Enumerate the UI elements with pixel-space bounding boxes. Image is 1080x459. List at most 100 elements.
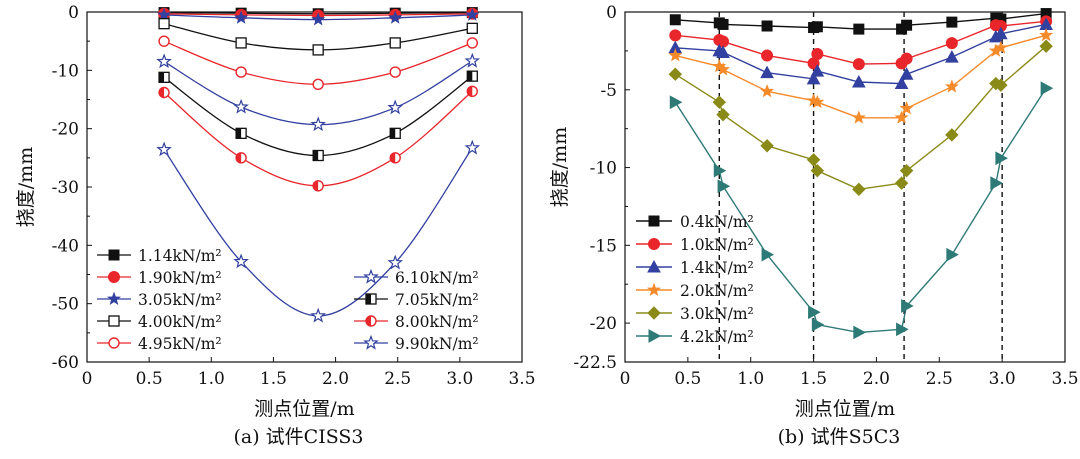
legend-item: 3.05kN/m²: [97, 291, 222, 309]
data-point: [811, 21, 823, 33]
data-point: [811, 48, 824, 60]
data-point: [389, 127, 401, 139]
data-point: [235, 127, 247, 139]
x-tick-label: 1.0: [737, 369, 764, 389]
legend-marker-fill: [366, 294, 371, 304]
legend-item: 8.00kN/m²: [354, 313, 479, 331]
legend-marker: [106, 291, 122, 306]
data-point: [158, 35, 170, 47]
x-tick-label: 0: [620, 369, 631, 389]
data-point: [716, 45, 730, 58]
y-tick-label: -15: [590, 236, 617, 256]
data-point: [1039, 39, 1053, 53]
data-point: [1040, 81, 1054, 96]
legend-marker: [363, 268, 379, 284]
legend-item: 1.0kN/m²: [636, 236, 754, 254]
data-point: [995, 151, 1008, 166]
data-point: [312, 44, 324, 56]
data-point: [668, 67, 682, 81]
x-tick-label: 0.5: [136, 369, 163, 389]
data-point: [900, 52, 913, 65]
data-point: [994, 78, 1008, 92]
data-point: [810, 163, 825, 178]
series-2: [157, 7, 480, 26]
data-point: [388, 10, 403, 24]
data-point: [156, 141, 172, 157]
data-point: [806, 71, 821, 85]
legend-label: 4.95kN/m²: [138, 335, 222, 353]
data-point: [717, 179, 731, 194]
x-axis-title: 测点位置/m: [254, 398, 354, 420]
y-tick-label: -20: [52, 120, 79, 140]
data-point: [946, 16, 958, 28]
data-point-fill: [236, 128, 242, 139]
data-point: [853, 23, 865, 35]
data-point: [946, 247, 959, 262]
legend-item: 9.90kN/m²: [354, 334, 479, 353]
legend-label: 2.0kN/m²: [680, 282, 754, 300]
data-point: [387, 99, 404, 115]
data-point-fill: [313, 150, 319, 161]
legend-marker: [108, 249, 120, 261]
plot-frame: [624, 11, 1066, 363]
x-tick-label: 2.0: [322, 369, 349, 389]
data-point: [235, 152, 247, 164]
data-point: [712, 95, 726, 109]
data-point: [465, 7, 480, 21]
legend-item: 6.10kN/m²: [354, 268, 479, 287]
y-tick-label: -60: [52, 353, 79, 373]
legend-label: 1.14kN/m²: [138, 247, 222, 265]
data-point: [899, 163, 914, 178]
data-point: [993, 40, 1008, 54]
data-point: [901, 299, 914, 313]
data-point: [158, 71, 170, 83]
data-point: [235, 37, 247, 49]
data-point: [894, 110, 909, 124]
legend-label: 1.90kN/m²: [138, 269, 222, 287]
series-4: [668, 39, 1053, 197]
data-point: [233, 98, 249, 114]
legend-marker: [648, 238, 660, 250]
data-point: [235, 66, 247, 78]
data-point-fill: [390, 152, 396, 163]
series-0: [669, 8, 1052, 35]
x-tick-label: 1.0: [198, 369, 225, 389]
series-3: [668, 27, 1054, 124]
x-axis-title: 测点位置/m: [795, 398, 895, 420]
y-tick-label: -10: [52, 61, 79, 81]
data-point: [713, 163, 727, 178]
data-point: [233, 253, 249, 269]
legend-item: 1.90kN/m²: [97, 269, 222, 287]
legend-marker-fill: [366, 316, 371, 326]
legend-label: 4.2kN/m²: [680, 328, 754, 346]
data-point: [990, 176, 1003, 190]
legend-label: 7.05kN/m²: [395, 291, 479, 309]
data-point: [994, 26, 1008, 40]
legend-label: 3.05kN/m²: [138, 291, 222, 309]
data-point: [669, 14, 681, 26]
x-tick-label: 1.5: [260, 369, 287, 389]
y-axis-title: 挠度/mm: [15, 147, 37, 227]
series-3: [158, 18, 478, 56]
legend: 0.4kN/m² 1.0kN/m² 1.4kN/m² 2.0kN/m² 3.0kN/m²…: [636, 213, 754, 346]
y-tick-label: -22.5: [573, 353, 617, 373]
data-point: [810, 94, 825, 109]
data-point: [944, 79, 959, 93]
legend-item: 2.0kN/m²: [636, 282, 754, 300]
data-point: [716, 107, 730, 122]
series-line: [163, 90, 473, 187]
x-tick-label: 2.0: [863, 369, 890, 389]
figure-caption: (b) 试件S5C3: [778, 426, 901, 448]
data-point: [761, 20, 773, 32]
data-point-fill: [390, 128, 396, 139]
data-point: [851, 74, 866, 88]
series-5: [669, 81, 1054, 340]
y-tick-label: 0: [68, 3, 79, 23]
legend: 1.14kN/m² 1.90kN/m² 3.05kN/m² 4.00kN/m² 4.95…: [97, 247, 479, 353]
x-tick-label: 3.5: [508, 369, 535, 389]
data-point: [312, 149, 324, 162]
y-tick-label: -5: [600, 81, 617, 101]
data-point: [234, 10, 249, 24]
